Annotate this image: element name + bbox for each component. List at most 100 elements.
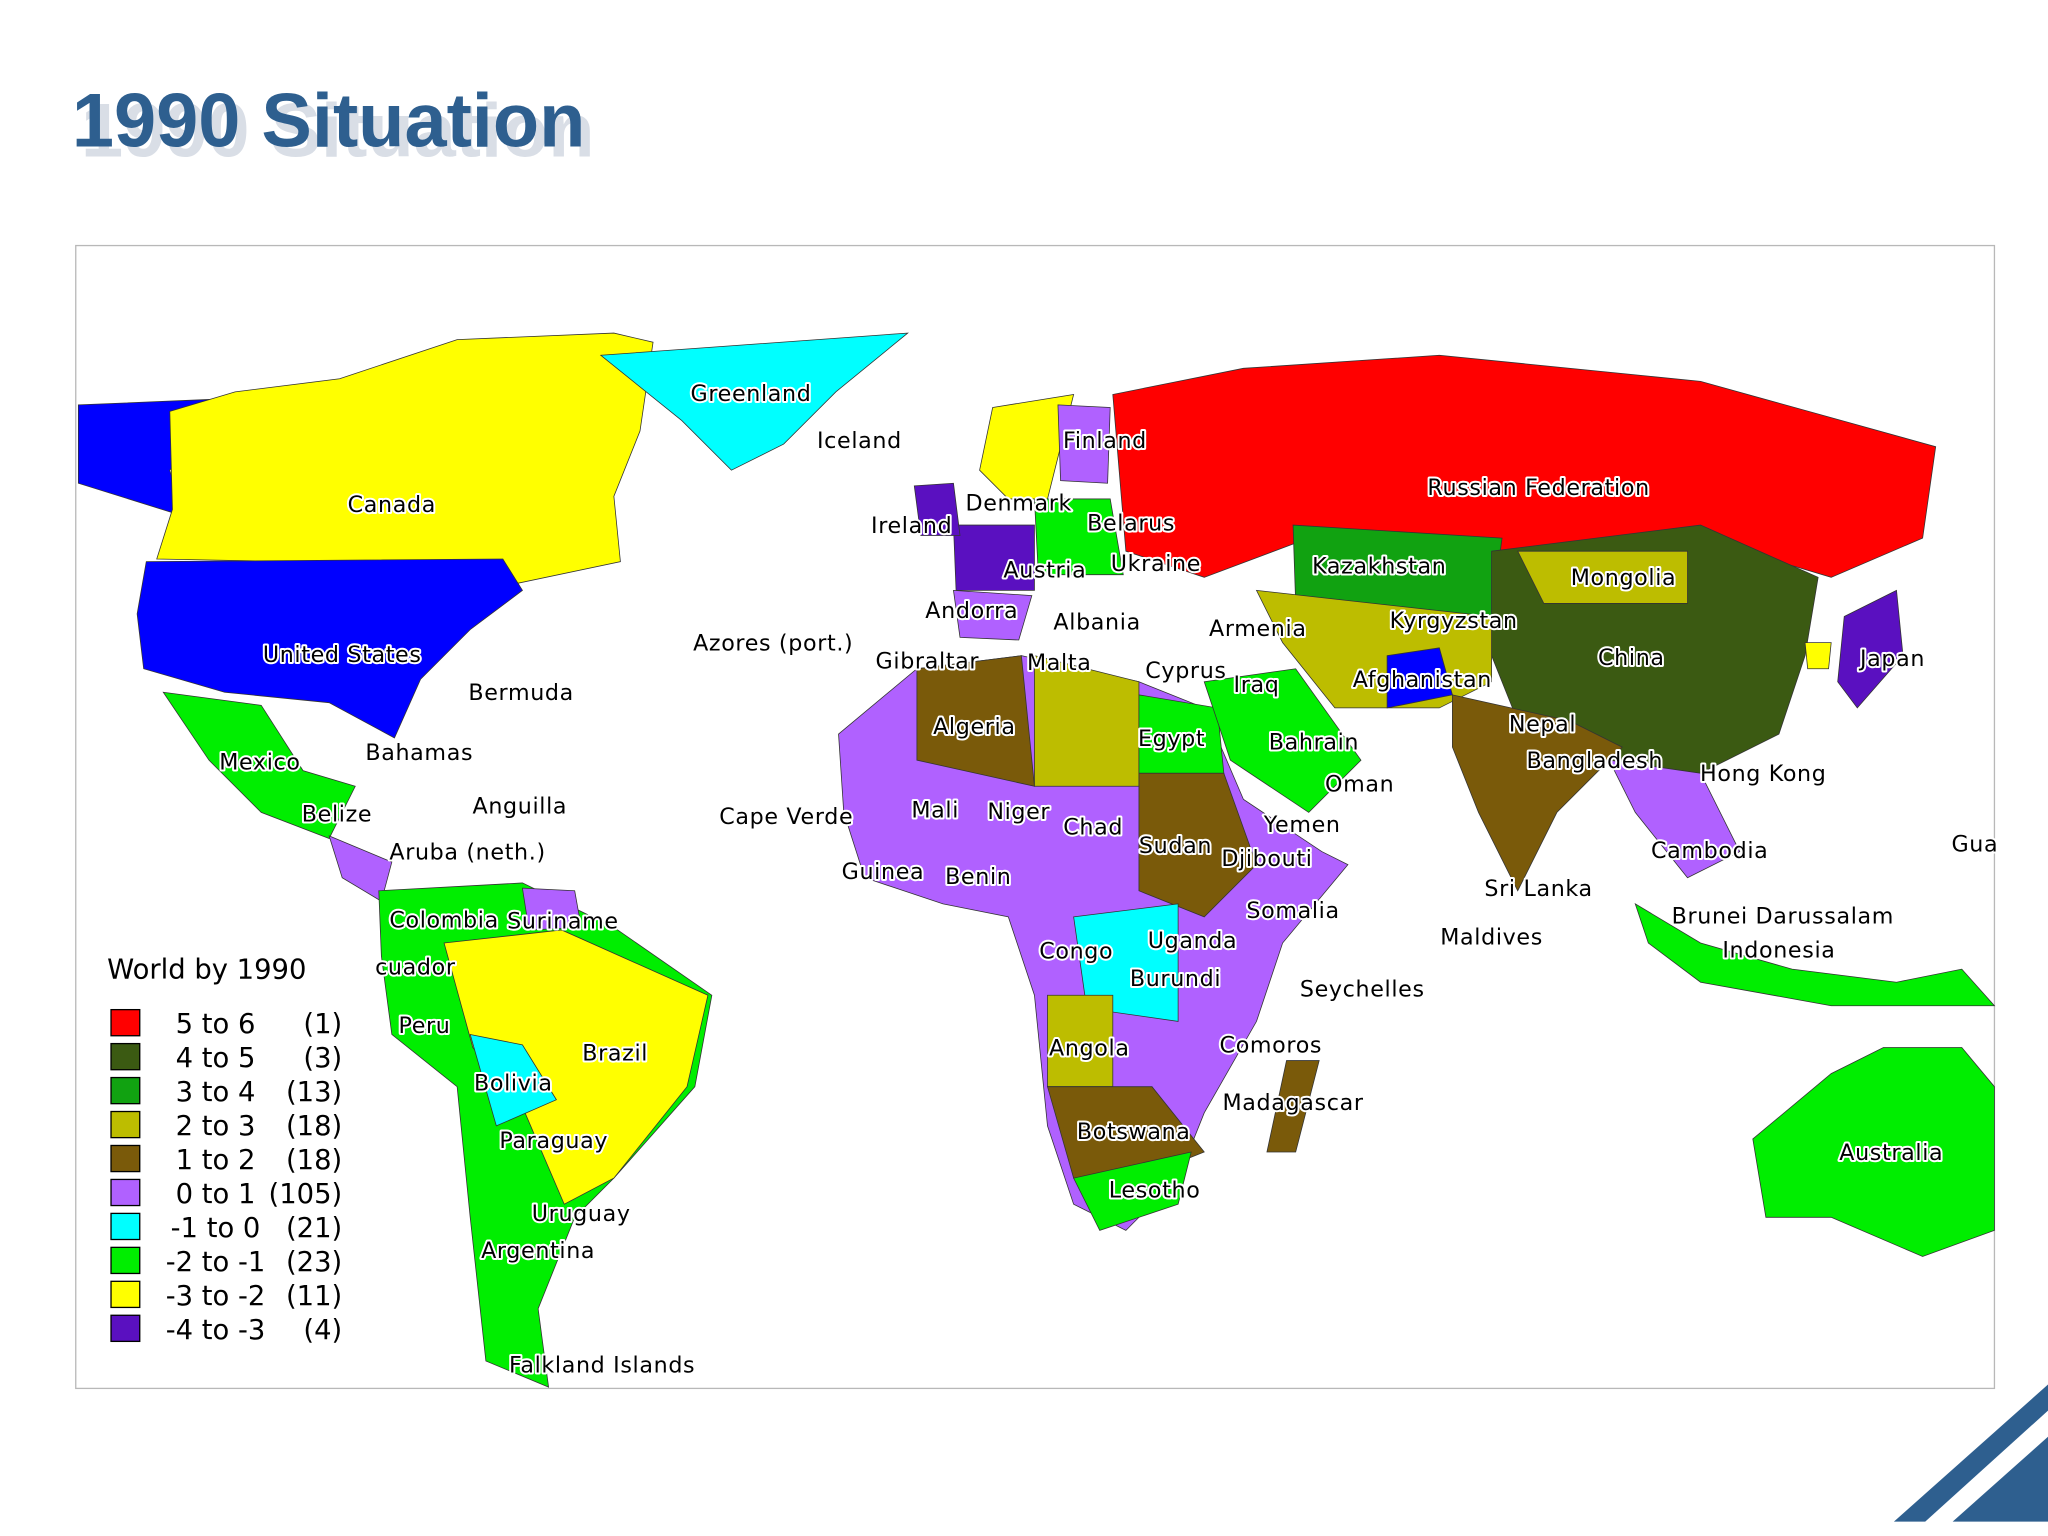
legend-title: World by 1990 [107,954,306,985]
country-label: Madagascar [1223,1090,1364,1116]
country-label: Egypt [1138,726,1205,752]
legend-count: (18) [286,1145,342,1176]
country-region [1837,589,1904,709]
country-label: Brunei Darussalam [1672,903,1894,929]
legend-swatch [110,1280,141,1309]
legend-label: 0 to 1 [176,1179,256,1210]
country-region [1073,903,1179,1022]
country-region [1203,668,1362,813]
legend-count: (18) [286,1111,342,1142]
country-label: Malta [1027,650,1091,676]
country-region [469,1033,557,1127]
country-region [1266,1060,1320,1153]
country-label: Bahrain [1269,730,1359,756]
country-label: Denmark [965,491,1072,517]
country-label: Iraq [1234,672,1280,698]
country-label: Greenland [691,381,812,407]
country-label: Seychelles [1300,977,1425,1003]
legend-count: (11) [286,1281,342,1312]
country-label: Nepal [1509,711,1576,737]
country-label: Australia [1839,1140,1943,1166]
legend-count: (105) [269,1179,343,1210]
country-region [913,482,961,536]
legend: World by 1990 5 to 6 (1) 4 to 5 (3) 3 to 4 (1… [107,954,342,1345]
legend-count: (4) [303,1315,342,1346]
country-label: Burundi [1130,966,1221,992]
country-label: Maldives [1440,924,1543,950]
country-region [979,393,1075,500]
legend-count: (3) [303,1043,342,1074]
country-label: Colombia [389,907,499,933]
legend-swatch [110,1178,141,1207]
country-label: Anguilla [472,794,567,820]
legend-label: 5 to 6 [176,1009,256,1040]
country-label: Congo [1039,939,1113,965]
legend-swatch [110,1314,141,1343]
map [77,332,1996,1388]
country-region [156,332,654,589]
legend-count: (21) [286,1213,342,1244]
country-label: Chad [1063,815,1123,841]
country-label: Albania [1053,610,1140,636]
country-label: Yemen [1263,812,1341,838]
legend-label: 3 to 4 [176,1077,256,1108]
legend-label: -1 to 0 [171,1213,261,1244]
country-region [1752,1047,1995,1257]
country-label: United States [263,642,422,668]
country-region [136,558,523,739]
country-region [599,332,909,471]
legend-label: 2 to 3 [176,1111,256,1142]
country-label: Bahamas [365,740,473,766]
country-label: Kazakhstan [1312,553,1446,579]
country-label: Canada [348,492,436,518]
legend-label: 1 to 2 [176,1145,256,1176]
country-label: Aruba (neth.) [389,839,545,865]
country-label: Guinea [842,859,925,885]
country-label: Botswana [1077,1119,1191,1145]
country-label: Bangladesh [1526,748,1663,774]
country-label: Belize [302,802,372,828]
country-region [953,524,1035,591]
country-label: Mongolia [1571,565,1677,591]
country-label: Argentina [481,1238,595,1264]
country-label: Kyrgyzstan [1390,608,1518,634]
country-label: Bermuda [468,680,574,706]
legend-label: -2 to -1 [166,1247,266,1278]
country-label: Iceland [817,428,902,454]
country-label: Oman [1325,772,1394,798]
country-label: Indonesia [1722,937,1835,963]
country-label: Falkland Islands [509,1353,695,1379]
country-label: Suriname [507,909,619,935]
country-label: Bolivia [474,1071,553,1097]
country-label: Djibouti [1221,846,1312,872]
country-label: Paraguay [499,1128,608,1154]
country-label: Sri Lanka [1484,876,1592,902]
country-label: Algeria [933,714,1016,740]
country-label: Comoros [1220,1033,1323,1059]
country-label: Finland [1063,428,1147,454]
country-label: Angola [1049,1035,1130,1061]
legend-swatch [110,1212,141,1241]
country-region [1057,404,1111,484]
country-label: Brazil [582,1041,648,1067]
corner-stripe [1893,1384,2048,1522]
legend-swatch [110,1076,141,1105]
country-label: Uruguay [532,1201,631,1227]
country-label: Hong Kong [1700,761,1827,787]
country-label: Russian Federation [1427,475,1649,501]
country-label: Benin [945,864,1011,890]
country-label: Peru [398,1013,450,1039]
country-region [1634,902,1996,1007]
country-label: Lesotho [1109,1178,1201,1204]
legend-swatch [110,1042,141,1071]
legend-count: (23) [286,1247,342,1278]
title: 1990 Situation [72,78,586,163]
country-label: China [1598,645,1665,671]
country-region [1073,1151,1192,1231]
legend-label: 4 to 5 [176,1043,256,1074]
country-region [1608,759,1741,879]
country-label: cuador [375,954,456,980]
